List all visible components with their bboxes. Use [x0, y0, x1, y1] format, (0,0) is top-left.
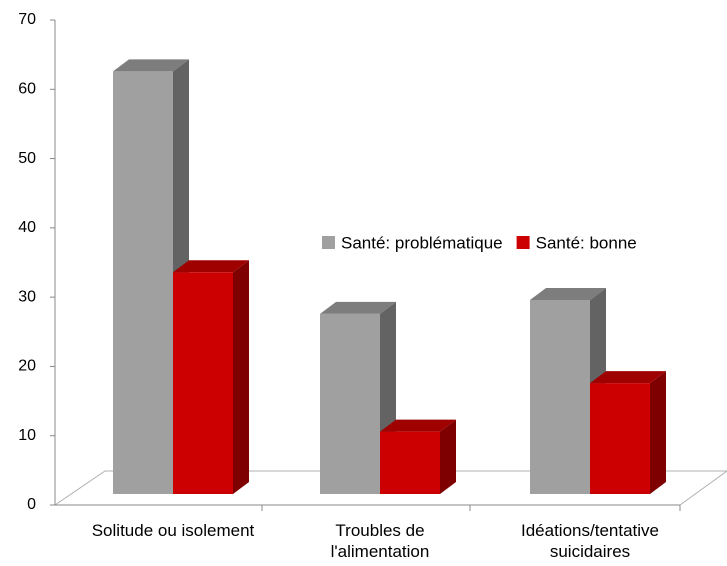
bar-front — [380, 431, 440, 494]
y-tick-label: 50 — [18, 150, 36, 167]
y-tick-label: 10 — [18, 427, 36, 444]
bar-front — [173, 272, 233, 494]
bar-top — [380, 419, 456, 432]
bar-front — [530, 300, 590, 494]
y-tick-label: 20 — [18, 358, 36, 375]
legend-swatch — [322, 236, 335, 249]
y-tick-label: 0 — [27, 496, 36, 513]
bar-front — [590, 383, 650, 494]
bar-side — [233, 260, 249, 494]
legend-swatch — [516, 236, 530, 249]
legend-label: Santé: problématique — [341, 233, 503, 252]
x-tick-label: Troubles de l'alimentation — [330, 521, 430, 561]
legend-label: Santé: bonne — [536, 233, 637, 252]
y-tick-label: 30 — [18, 288, 36, 305]
y-tick-label: 40 — [18, 219, 36, 236]
bar-top — [113, 59, 189, 72]
bar-top — [530, 288, 606, 300]
x-tick-label: Idéations/tentative suicidaires — [521, 521, 659, 561]
bar-side — [650, 371, 666, 494]
bar — [590, 371, 666, 494]
bar-front — [320, 313, 380, 494]
bar-front — [113, 71, 173, 494]
bar-top — [590, 371, 666, 384]
y-tick-label: 70 — [18, 11, 36, 28]
bar-top — [320, 301, 396, 314]
bar — [380, 419, 456, 494]
x-tick-label: Solitude ou isolement — [91, 521, 255, 540]
bar-top — [173, 260, 249, 273]
bar-side — [440, 419, 456, 494]
bar — [173, 260, 249, 494]
y-tick-label: 60 — [18, 81, 36, 98]
